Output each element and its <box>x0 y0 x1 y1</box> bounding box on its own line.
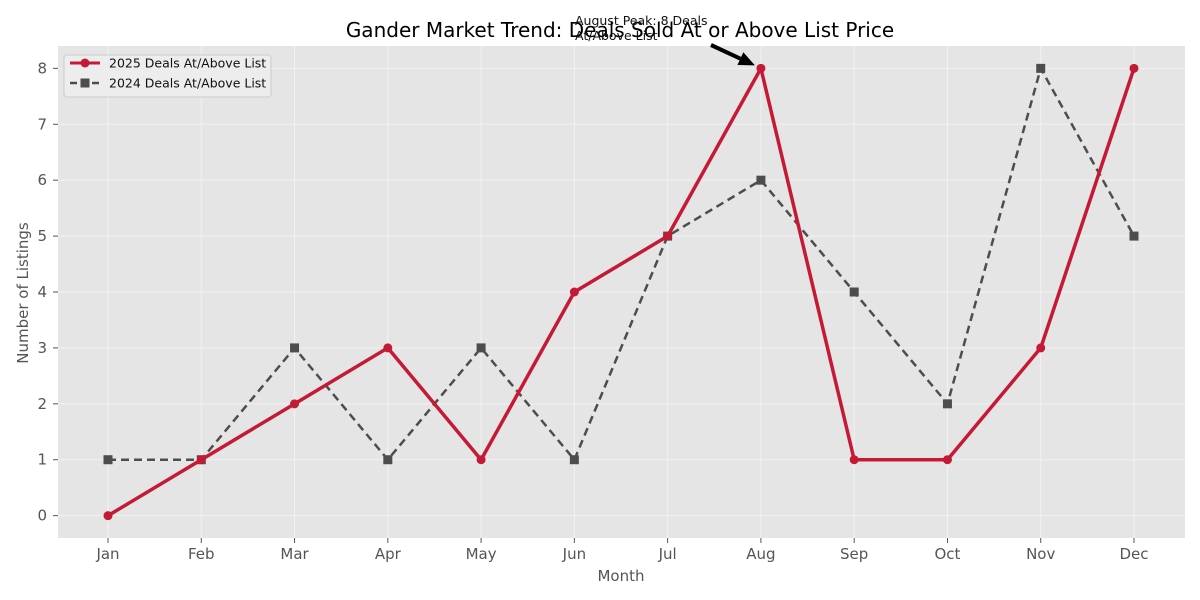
data-point <box>756 63 766 73</box>
data-point <box>569 287 579 297</box>
x-tick-label: Jun <box>562 545 586 563</box>
annotation-text-line-2: At/Above List <box>575 28 658 43</box>
data-point <box>1129 231 1139 241</box>
x-tick-label: Mar <box>280 545 309 563</box>
legend-label-2024: 2024 Deals At/Above List <box>109 76 266 91</box>
y-tick-label: 7 <box>37 115 47 133</box>
y-tick-label: 3 <box>37 339 47 357</box>
y-tick-label: 2 <box>37 395 47 413</box>
chart-title: Gander Market Trend: Deals Sold At or Ab… <box>346 18 894 42</box>
x-tick-label: Apr <box>375 545 402 563</box>
legend: 2025 Deals At/Above List 2024 Deals At/A… <box>63 54 272 98</box>
data-point <box>383 455 393 465</box>
annotation-text-line-1: August Peak: 8 Deals <box>575 13 707 28</box>
x-tick-label: Nov <box>1026 545 1055 563</box>
data-point <box>569 455 579 465</box>
series-0 <box>103 63 1139 521</box>
y-tick-label: 1 <box>37 451 47 469</box>
data-point <box>942 399 952 409</box>
y-axis-label: Number of Listings <box>14 222 32 364</box>
data-point <box>1129 63 1139 73</box>
data-point <box>290 343 300 353</box>
legend-swatch-marker-2024 <box>80 78 90 88</box>
data-point <box>290 399 300 409</box>
legend-swatch-marker-2025 <box>80 58 90 68</box>
data-point <box>196 455 206 465</box>
data-point <box>849 287 859 297</box>
data-point <box>849 455 859 465</box>
series-line <box>108 67 1136 461</box>
data-point <box>942 455 952 465</box>
series-layer <box>103 63 1139 521</box>
annotation-arrow-shaft <box>710 43 742 61</box>
y-tick-label: 4 <box>37 283 47 301</box>
legend-box <box>63 54 272 98</box>
data-point <box>476 343 486 353</box>
data-point <box>1036 63 1046 73</box>
x-tick-label: Sep <box>840 545 868 563</box>
y-tick-label: 5 <box>37 227 47 245</box>
axis-ticks: 0 1 2 3 4 5 6 7 8 Jan Feb Mar Apr May Jun Jul Aug Sep Oct N… <box>37 59 1148 563</box>
data-point <box>103 455 113 465</box>
x-tick-label: Jan <box>95 545 119 563</box>
annotation-arrow-head <box>737 52 755 66</box>
x-tick-label: Dec <box>1119 545 1148 563</box>
x-tick-label: Feb <box>188 545 215 563</box>
data-point <box>103 511 113 521</box>
x-tick-label: Aug <box>746 545 775 563</box>
x-axis-label: Month <box>597 567 644 585</box>
series-line <box>107 66 1136 518</box>
data-point <box>1036 343 1046 353</box>
x-tick-label: Jul <box>658 545 677 563</box>
data-point <box>756 175 766 185</box>
peak-annotation: August Peak: 8 Deals At/Above List <box>575 13 755 66</box>
data-point <box>383 343 393 353</box>
y-tick-label: 6 <box>37 171 47 189</box>
data-point <box>476 455 486 465</box>
y-tick-label: 8 <box>37 59 47 77</box>
y-tick-label: 0 <box>37 507 47 525</box>
legend-label-2025: 2025 Deals At/Above List <box>109 56 266 71</box>
x-tick-label: Oct <box>934 545 960 563</box>
data-point <box>663 231 673 241</box>
x-tick-label: May <box>466 545 497 563</box>
